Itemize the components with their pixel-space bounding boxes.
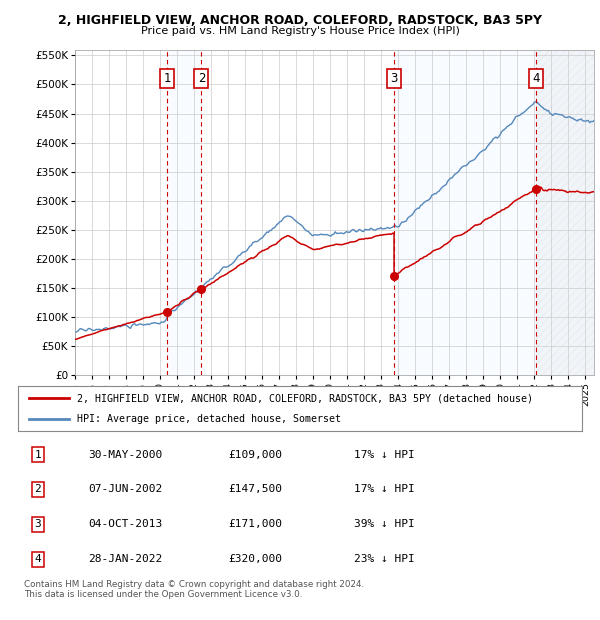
Text: £171,000: £171,000 xyxy=(228,520,282,529)
Text: 1: 1 xyxy=(163,72,171,85)
Text: 2, HIGHFIELD VIEW, ANCHOR ROAD, COLEFORD, RADSTOCK, BA3 5PY: 2, HIGHFIELD VIEW, ANCHOR ROAD, COLEFORD… xyxy=(58,14,542,27)
Text: 2, HIGHFIELD VIEW, ANCHOR ROAD, COLEFORD, RADSTOCK, BA3 5PY (detached house): 2, HIGHFIELD VIEW, ANCHOR ROAD, COLEFORD… xyxy=(77,393,533,404)
Bar xyxy=(394,50,594,375)
Text: 4: 4 xyxy=(34,554,41,564)
Text: Contains HM Land Registry data © Crown copyright and database right 2024.
This d: Contains HM Land Registry data © Crown c… xyxy=(24,580,364,599)
Text: 17% ↓ HPI: 17% ↓ HPI xyxy=(354,484,415,494)
Text: 17% ↓ HPI: 17% ↓ HPI xyxy=(354,450,415,459)
Text: 04-OCT-2013: 04-OCT-2013 xyxy=(88,520,162,529)
Text: 2: 2 xyxy=(34,484,41,494)
Text: 07-JUN-2002: 07-JUN-2002 xyxy=(88,484,162,494)
Text: £147,500: £147,500 xyxy=(228,484,282,494)
Text: 4: 4 xyxy=(532,72,539,85)
Text: 28-JAN-2022: 28-JAN-2022 xyxy=(88,554,162,564)
Text: £109,000: £109,000 xyxy=(228,450,282,459)
Bar xyxy=(167,50,202,375)
Text: 39% ↓ HPI: 39% ↓ HPI xyxy=(354,520,415,529)
Text: HPI: Average price, detached house, Somerset: HPI: Average price, detached house, Some… xyxy=(77,414,341,424)
Text: £320,000: £320,000 xyxy=(228,554,282,564)
Text: 3: 3 xyxy=(391,72,398,85)
Text: Price paid vs. HM Land Registry's House Price Index (HPI): Price paid vs. HM Land Registry's House … xyxy=(140,26,460,36)
Text: 1: 1 xyxy=(34,450,41,459)
Text: 30-MAY-2000: 30-MAY-2000 xyxy=(88,450,162,459)
Text: 2: 2 xyxy=(197,72,205,85)
Text: 3: 3 xyxy=(34,520,41,529)
Text: 23% ↓ HPI: 23% ↓ HPI xyxy=(354,554,415,564)
Bar xyxy=(536,50,594,375)
